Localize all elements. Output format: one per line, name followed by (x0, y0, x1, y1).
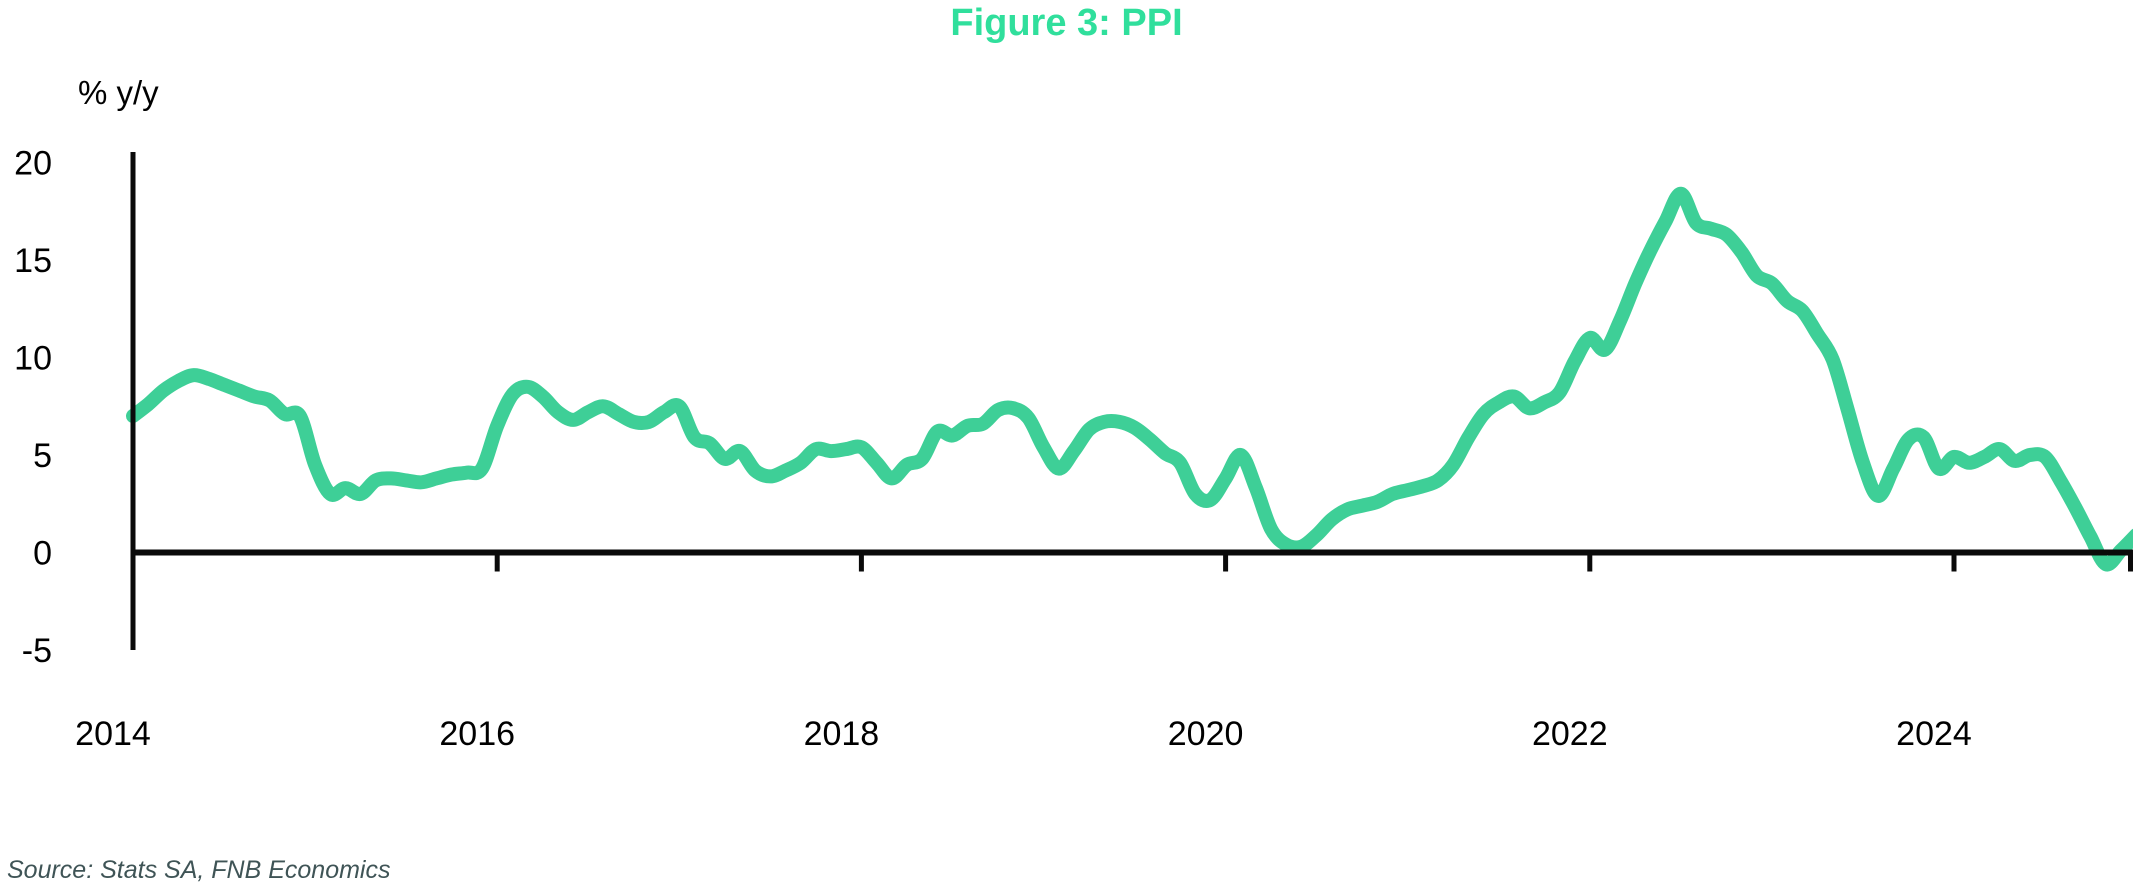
x-tick-label: 2022 (1532, 715, 1608, 753)
x-tick-label: 2016 (439, 715, 515, 753)
x-tick-label: 2020 (1168, 715, 1244, 753)
chart-title: Figure 3: PPI (950, 2, 1183, 44)
y-tick-label: -5 (22, 632, 52, 670)
ppi-line-series (126, 186, 2133, 572)
source-note: Source: Stats SA, FNB Economics (7, 856, 391, 884)
y-tick-label: 20 (14, 145, 52, 183)
x-tick-label: 2024 (1896, 715, 1972, 753)
y-tick-label: 15 (14, 242, 52, 280)
x-tick-label: 2014 (75, 715, 151, 753)
x-tick-label: 2018 (804, 715, 880, 753)
y-axis-unit-label: % y/y (78, 74, 159, 111)
y-tick-label: 0 (33, 535, 52, 573)
y-tick-label: 10 (14, 340, 52, 378)
y-tick-label: 5 (33, 437, 52, 475)
